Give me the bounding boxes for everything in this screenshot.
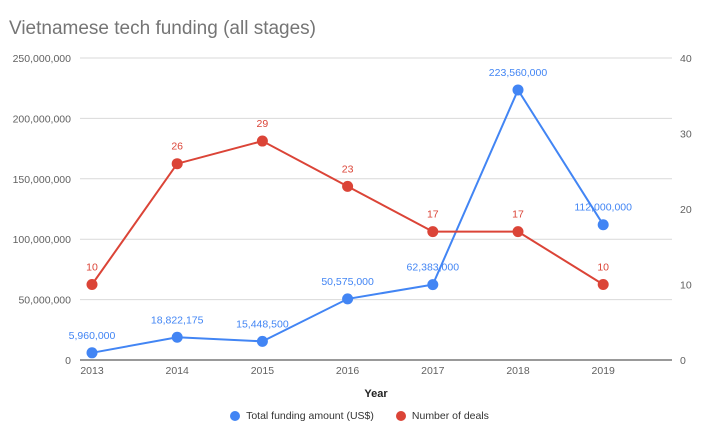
y-tick-right: 0 (680, 355, 686, 367)
data-label: 29 (257, 118, 269, 130)
data-label: 112,000,000 (574, 202, 632, 214)
data-point (86, 279, 98, 290)
data-label: 17 (512, 209, 524, 221)
x-axis-label: Year (364, 388, 388, 400)
y-tick-left: 200,000,000 (13, 113, 72, 125)
data-point (427, 226, 439, 238)
data-label: 50,575,000 (321, 276, 374, 288)
data-point (171, 158, 183, 170)
legend-marker-icon (395, 411, 406, 421)
x-tick: 2017 (421, 365, 445, 377)
data-point (597, 279, 609, 290)
y-tick-left: 0 (65, 355, 71, 367)
data-label: 18,822,175 (151, 314, 204, 326)
chart-title: Vietnamese tech funding (all stages) (9, 18, 316, 39)
x-tick: 2015 (251, 365, 275, 377)
data-point (256, 335, 268, 347)
y-tick-left: 150,000,000 (13, 174, 72, 186)
data-point (256, 135, 268, 147)
y-tick-left: 50,000,000 (18, 295, 71, 307)
data-point (512, 84, 524, 96)
legend-marker-icon (230, 411, 241, 421)
legend-item-deals[interactable]: Number of deals (395, 410, 489, 422)
data-label: 26 (171, 141, 183, 153)
y-tick-right: 20 (680, 204, 692, 216)
data-point (512, 226, 524, 238)
data-point (597, 219, 609, 231)
x-tick: 2014 (166, 365, 190, 377)
data-point (86, 347, 98, 359)
x-tick: 2013 (80, 365, 104, 377)
x-tick: 2019 (592, 365, 616, 377)
data-point (427, 279, 439, 291)
data-label: 15,448,500 (236, 318, 289, 330)
data-label: 23 (342, 163, 354, 175)
x-tick: 2016 (336, 365, 360, 377)
data-point (342, 180, 354, 192)
data-label: 62,383,000 (407, 262, 460, 274)
x-tick: 2018 (506, 365, 530, 377)
legend-label: Number of deals (411, 410, 489, 422)
legend-item-funding[interactable]: Total funding amount (US$) (230, 410, 374, 422)
data-label: 10 (86, 262, 98, 274)
y-tick-right: 10 (680, 280, 692, 292)
data-point (342, 293, 354, 305)
y-tick-right: 30 (680, 129, 692, 141)
y-tick-right: 40 (680, 53, 692, 65)
legend-label: Total funding amount (US$) (246, 410, 374, 422)
data-label: 10 (597, 262, 609, 274)
data-label: 5,960,000 (69, 330, 116, 342)
legend: Total funding amount (US$) Number of dea… (0, 410, 719, 422)
y-tick-left: 250,000,000 (13, 53, 72, 65)
y-tick-left: 100,000,000 (13, 234, 72, 246)
data-point (171, 331, 183, 343)
data-label: 223,560,000 (489, 67, 548, 79)
data-label: 17 (427, 209, 439, 221)
